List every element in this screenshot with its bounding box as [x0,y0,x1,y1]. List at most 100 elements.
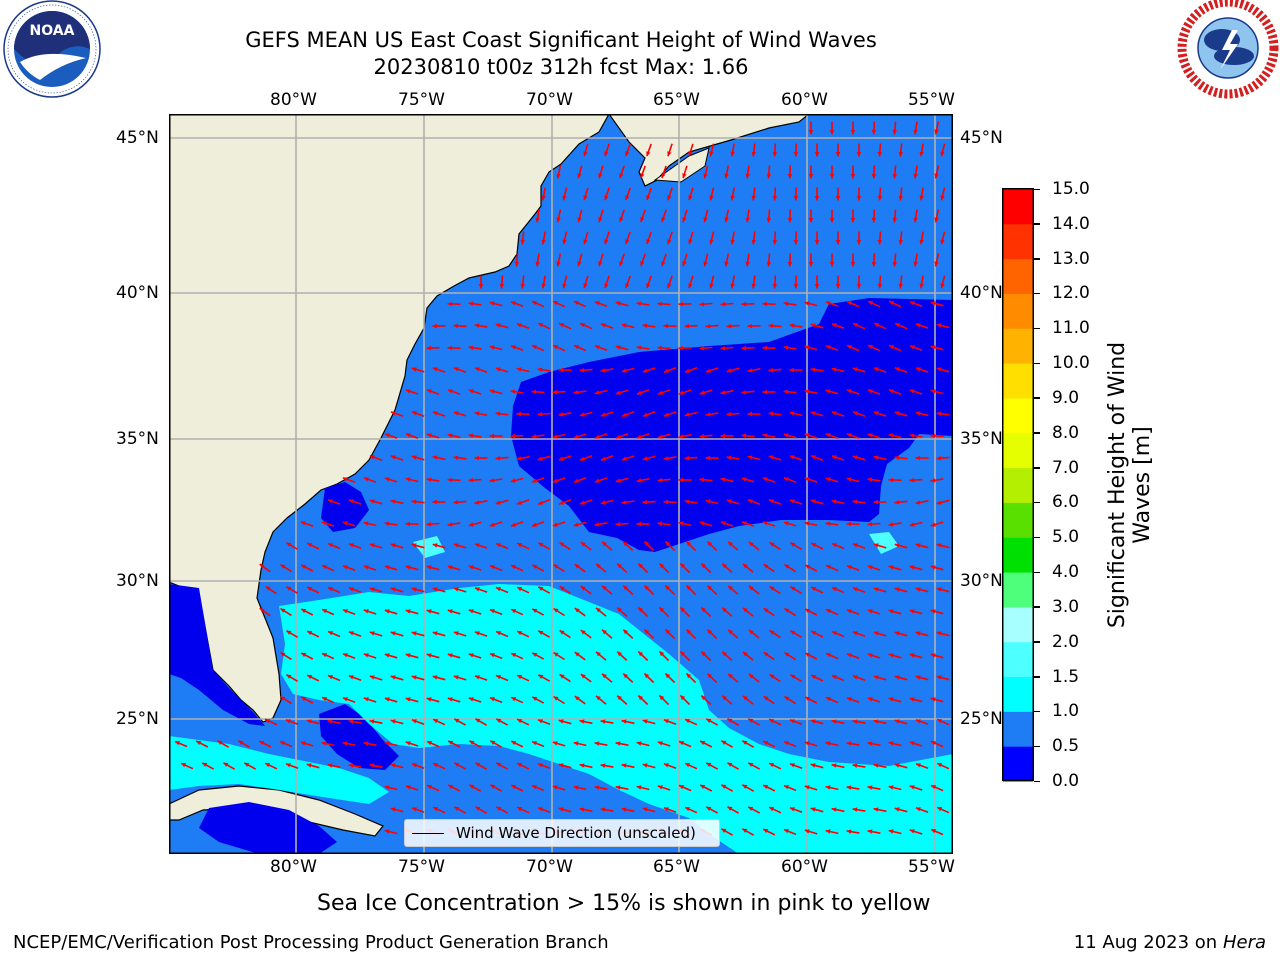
wind-arrow-head [663,807,669,812]
wind-arrow-head [811,675,817,680]
wind-arrow-head [363,609,369,614]
wind-arrow-head [909,829,915,834]
wind-arrow-head [769,763,775,768]
wind-arrow-head [741,390,747,395]
wind-arrow-head [867,653,873,658]
wind-arrow-head [469,740,475,745]
wind-arrow-head [850,262,856,267]
wind-arrow-head [936,455,942,461]
footer-timestamp: 11 Aug 2023 on Hera [1074,932,1266,954]
wind-arrow-head [552,434,558,439]
colorbar-tick-mark [1034,292,1040,295]
wind-arrow-head [852,587,858,592]
wind-arrow-head [915,631,921,636]
wind-arrow-head [202,762,208,767]
wind-arrow-head [553,608,559,613]
wind-arrow-head [930,653,936,658]
wind-arrow-head [762,345,767,351]
wind-arrow-head [426,565,432,570]
colorbar-tick-label: 4.0 [1052,562,1080,583]
colorbar-segment [1003,189,1033,225]
wind-arrow-head [615,434,621,439]
wind-arrow-head [552,478,558,483]
wind-arrow-head [850,218,856,223]
wind-arrow-head [600,719,606,724]
lon-top-75w: 75°W [398,90,445,110]
wind-arrow-head [532,741,537,746]
wind-arrow-head [384,521,390,526]
wind-arrow-head [705,323,711,329]
wind-arrow-head [804,521,810,526]
wind-arrow-head [867,785,873,790]
wind-arrow-head [646,239,651,245]
colorbar-tick-mark [1034,397,1040,399]
wind-arrow-head [930,609,936,614]
wind-arrow-head [915,367,921,372]
wind-arrow-head [469,784,475,789]
wind-arrow-head [577,217,582,223]
wind-arrow-head [657,390,663,395]
wind-arrow-head [300,521,306,526]
wind-arrow-head [454,762,460,767]
wind-arrow-head [489,301,495,306]
wind-arrow-head [322,565,328,570]
wind-arrow-head [516,456,522,461]
wind-arrow-head [720,521,726,526]
map-grid [169,114,953,854]
wind-arrow-head [810,763,816,768]
wind-arrow-head [787,218,793,223]
wind-arrow-head [867,521,873,527]
wind-arrow-head [665,629,671,635]
wind-arrow-head [511,609,517,614]
wind-arrow-head [790,586,796,591]
wind-arrow-head [888,785,894,790]
wind-arrow-head [510,301,516,306]
wind-arrow-head [532,785,537,790]
wind-arrow-head [769,586,775,591]
wind-arrow-head [703,173,708,179]
wind-arrow-head [552,389,558,395]
wind-arrow-head [623,673,628,679]
wind-arrow-head [342,653,348,658]
wind-arrow-head [894,675,900,680]
colorbar-tick-mark [1034,223,1040,225]
wind-arrow-head [638,563,644,569]
map-legend: Wind Wave Direction (unscaled) [404,819,720,847]
wind-arrow-head [831,455,837,460]
wind-arrow-head [538,323,544,328]
wind-arrow-head [426,389,432,394]
wind-arrow-head [936,543,942,548]
wind-arrow-head [447,522,453,527]
wind-arrow-head [327,763,333,768]
wind-arrow-head [846,785,852,790]
wind-arrow-head [930,478,936,483]
wind-arrow-head [646,283,651,289]
wind-arrow-head [762,433,768,438]
wind-arrow-head [705,412,711,417]
wind-arrow-head [579,412,585,417]
wind-arrow-head [562,239,567,245]
colorbar-tick-mark [1034,745,1040,748]
wind-arrow-head [667,151,672,157]
wind-arrow-head [768,455,774,460]
wind-arrow-head [625,283,630,289]
wind-arrow-head [930,433,936,439]
wind-arrow-head [934,129,939,135]
colorbar-segment [1003,711,1033,747]
wind-arrow-head [384,609,390,614]
wind-arrow-head [680,563,686,569]
colorbar-tick-label: 1.0 [1052,701,1080,722]
wind-arrow-head [783,477,789,482]
wind-arrow-head [328,631,333,636]
wave-height-map [169,114,953,854]
wind-arrow-head [600,456,606,461]
wind-arrow-head [703,261,708,267]
wind-arrow-head [619,217,624,223]
wind-arrow-head [619,173,624,179]
wind-arrow-head [831,367,837,372]
colorbar-segment [1003,572,1033,608]
wind-arrow-head [384,829,390,834]
wind-arrow-head [663,368,669,373]
wind-arrow-head [495,500,501,505]
wind-arrow-head [596,695,601,701]
